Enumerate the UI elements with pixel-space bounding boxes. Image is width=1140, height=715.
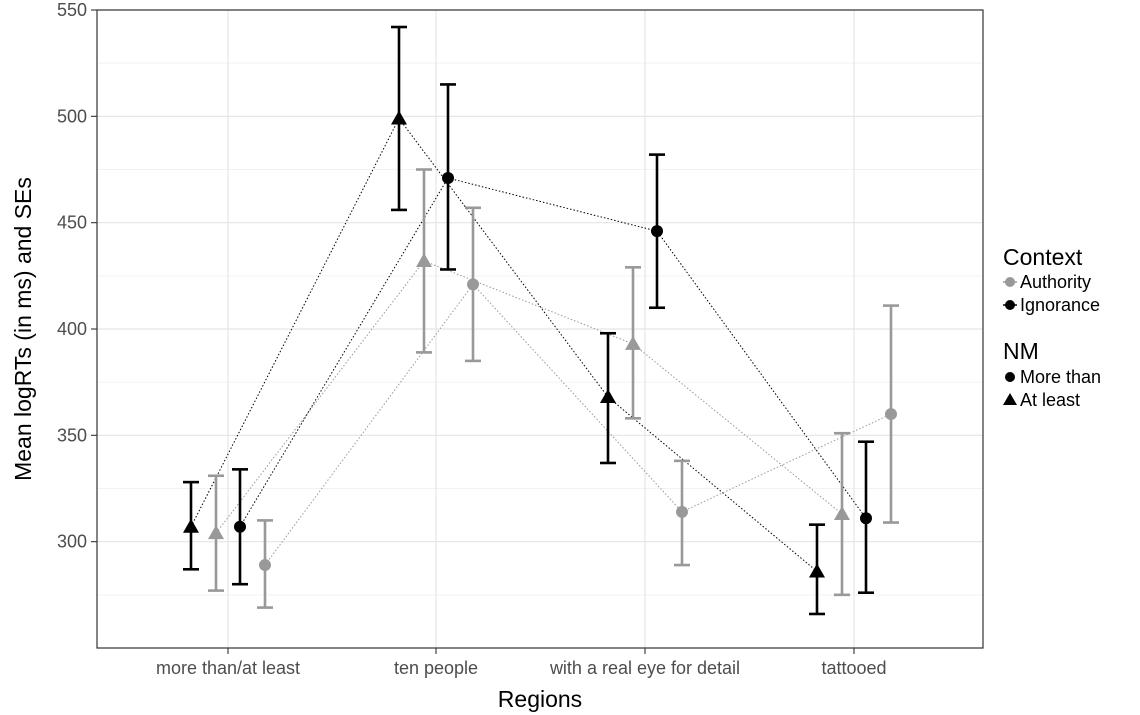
data-point-circle [467, 278, 479, 291]
legend-key-dot [1005, 277, 1015, 287]
axes: 300 350 400 450 500 550 more than/at least ten … [57, 0, 887, 678]
legend-nm-title: NM [1003, 338, 1039, 364]
data-point-triangle [809, 563, 825, 578]
data-point-triangle [208, 525, 224, 540]
legend-context-title: Context [1003, 244, 1083, 270]
error-bars [183, 25, 899, 616]
legend-label-authority: Authority [1020, 272, 1091, 292]
triangle-marker-icon [1003, 393, 1017, 405]
legend-item-more-than: More than [1005, 367, 1101, 387]
data-point-circle [259, 559, 271, 572]
series-line [264, 283, 892, 566]
data-point-circle [234, 520, 246, 533]
legend-key-dot [1005, 300, 1015, 310]
y-tick-label: 550 [57, 0, 87, 20]
data-point-triangle [600, 389, 616, 404]
x-tick-label: tattooed [821, 658, 886, 678]
legend-label-ignorance: Ignorance [1020, 295, 1100, 315]
data-points [183, 110, 897, 578]
data-point-circle [885, 408, 897, 421]
legend-label-at-least: At least [1020, 390, 1080, 410]
legend-item-authority: Authority [1003, 272, 1091, 292]
x-tick-label: more than/at least [156, 658, 300, 678]
data-point-circle [651, 225, 663, 238]
y-tick-label: 300 [57, 532, 87, 552]
legend-label-more-than: More than [1020, 367, 1101, 387]
data-point-circle [442, 172, 454, 185]
data-point-triangle [183, 518, 199, 533]
legend-item-at-least: At least [1003, 390, 1080, 410]
x-tick-label: ten people [394, 658, 478, 678]
legend: Context Authority Ignorance NM More than… [1003, 244, 1101, 410]
data-point-triangle [834, 506, 850, 521]
y-tick-label: 450 [57, 213, 87, 233]
x-tick-label: with a real eye for detail [549, 658, 740, 678]
grid [97, 9, 983, 648]
series-line [239, 177, 867, 528]
data-point-circle [676, 505, 688, 518]
data-point-triangle [416, 252, 432, 267]
data-point-circle [860, 512, 872, 525]
x-axis-title: Regions [498, 686, 582, 712]
y-tick-label: 400 [57, 319, 87, 339]
legend-item-ignorance: Ignorance [1003, 295, 1100, 315]
y-axis-title: Mean logRTs (in ms) and SEs [10, 177, 36, 481]
series-line [190, 117, 818, 572]
y-tick-label: 350 [57, 425, 87, 445]
circle-marker-icon [1005, 372, 1015, 382]
data-point-triangle [625, 335, 641, 350]
series-lines [190, 117, 892, 572]
data-point-triangle [391, 110, 407, 125]
series-line [215, 260, 843, 534]
y-tick-label: 500 [57, 106, 87, 126]
